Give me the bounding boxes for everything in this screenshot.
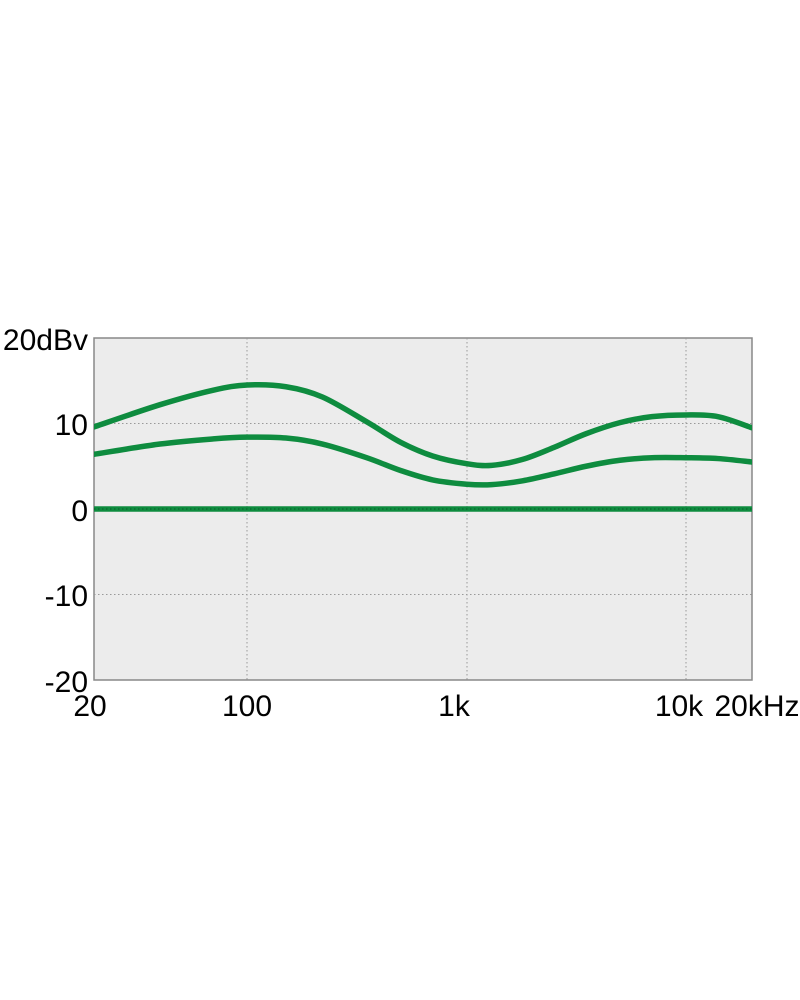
svg-text:1k: 1k — [438, 690, 471, 723]
svg-text:20kHz: 20kHz — [714, 690, 799, 723]
svg-text:20: 20 — [73, 690, 106, 723]
svg-text:10: 10 — [55, 409, 88, 442]
svg-text:0: 0 — [71, 495, 88, 528]
svg-text:20dBv: 20dBv — [3, 324, 88, 357]
svg-text:100: 100 — [222, 690, 272, 723]
svg-text:-10: -10 — [45, 580, 88, 613]
svg-text:10k: 10k — [655, 690, 704, 723]
